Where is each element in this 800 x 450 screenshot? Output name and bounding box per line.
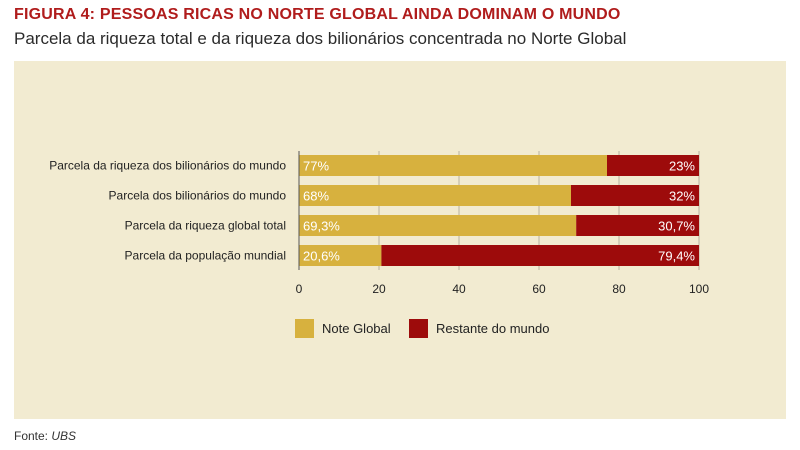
- x-tick-label: 60: [532, 282, 546, 296]
- data-label-note-global: 77%: [303, 159, 329, 174]
- bar-note-global: [299, 185, 571, 206]
- bar-restante-do-mundo: [571, 185, 699, 206]
- category-label: Parcela da população mundial: [125, 249, 286, 263]
- legend-swatch-note-global: [295, 319, 314, 338]
- category-label: Parcela da riqueza global total: [125, 219, 286, 233]
- figure-subtitle: Parcela da riqueza total e da riqueza do…: [14, 29, 627, 48]
- data-label-note-global: 68%: [303, 189, 329, 204]
- data-label-restante: 30,7%: [658, 219, 695, 234]
- stacked-bar-chart: 0 20 40 60 80 100 77% 23% Parcela da riqueza dos…: [49, 151, 709, 338]
- category-label: Parcela da riqueza dos bilionários do mu…: [49, 159, 286, 173]
- data-label-restante: 79,4%: [658, 249, 695, 264]
- chart-panel: 0 20 40 60 80 100 77% 23% Parcela da riqueza dos…: [14, 61, 786, 419]
- x-tick-label: 100: [689, 282, 709, 296]
- data-label-restante: 32%: [669, 189, 695, 204]
- legend-label-restante: Restante do mundo: [436, 321, 549, 336]
- data-label-restante: 23%: [669, 159, 695, 174]
- source-prefix: Fonte:: [14, 429, 52, 443]
- x-tick-label: 80: [612, 282, 626, 296]
- data-label-note-global: 20,6%: [303, 249, 340, 264]
- x-tick-label: 0: [296, 282, 303, 296]
- bar-note-global: [299, 215, 577, 236]
- bar-note-global: [299, 245, 382, 266]
- bar-restante-do-mundo: [607, 155, 699, 176]
- legend-label-note-global: Note Global: [322, 321, 391, 336]
- figure-title: FIGURA 4: PESSOAS RICAS NO NORTE GLOBAL …: [14, 6, 621, 23]
- bar-restante-do-mundo: [381, 245, 699, 266]
- bar-note-global: [299, 155, 607, 176]
- category-label: Parcela dos bilionários do mundo: [109, 189, 287, 203]
- source-name: UBS: [51, 429, 77, 443]
- data-label-note-global: 69,3%: [303, 219, 340, 234]
- x-tick-label: 20: [372, 282, 386, 296]
- x-tick-label: 40: [452, 282, 466, 296]
- source-note: Fonte: UBS: [14, 429, 76, 443]
- legend-swatch-restante: [409, 319, 428, 338]
- bar-restante-do-mundo: [576, 215, 699, 236]
